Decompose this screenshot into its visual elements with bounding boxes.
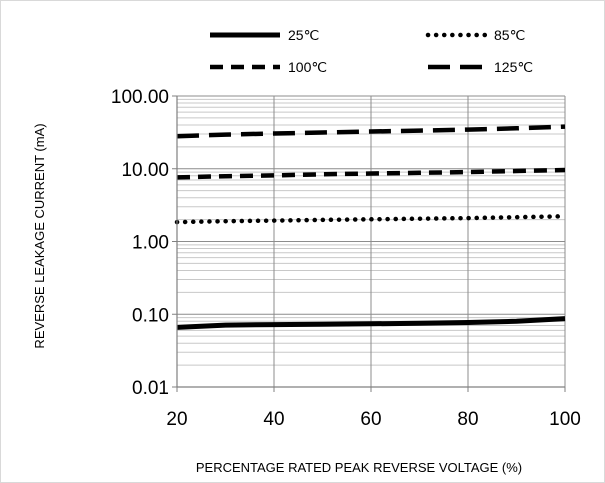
series-layer bbox=[174, 124, 568, 330]
legend-label-1: 25℃ bbox=[288, 27, 319, 43]
series-line-4 bbox=[176, 124, 566, 139]
x-tick-label: 60 bbox=[360, 409, 381, 430]
x-tick-label: 100 bbox=[549, 409, 581, 430]
series-line-2 bbox=[174, 214, 568, 225]
tick-labels: 0.01 0.10 1.00 10.00 100.00 20 40 60 80 100 bbox=[111, 87, 581, 430]
y-tick-label: 0.10 bbox=[132, 305, 169, 326]
y-tick-label: 0.01 bbox=[132, 378, 169, 399]
legend-label-4: 125℃ bbox=[494, 59, 533, 75]
y-tick-label: 1.00 bbox=[132, 233, 169, 254]
series-line-3 bbox=[176, 167, 566, 180]
x-tick-label: 80 bbox=[457, 409, 478, 430]
x-axis-label: PERCENTAGE RATED PEAK REVERSE VOLTAGE (%… bbox=[196, 460, 522, 475]
legend: 25℃ 85℃ 100℃ 125℃ bbox=[210, 27, 533, 75]
legend-label-3: 100℃ bbox=[288, 59, 327, 75]
legend-label-2: 85℃ bbox=[494, 27, 525, 43]
y-tick-label: 100.00 bbox=[111, 87, 169, 108]
axes-layer bbox=[172, 95, 566, 392]
x-tick-label: 40 bbox=[263, 409, 284, 430]
y-axis-label: REVERSE LEAKAGE CURRENT (mA) bbox=[32, 123, 47, 348]
series-line-1 bbox=[176, 316, 566, 330]
x-tick-label: 20 bbox=[166, 409, 187, 430]
y-tick-label: 10.00 bbox=[121, 160, 169, 181]
